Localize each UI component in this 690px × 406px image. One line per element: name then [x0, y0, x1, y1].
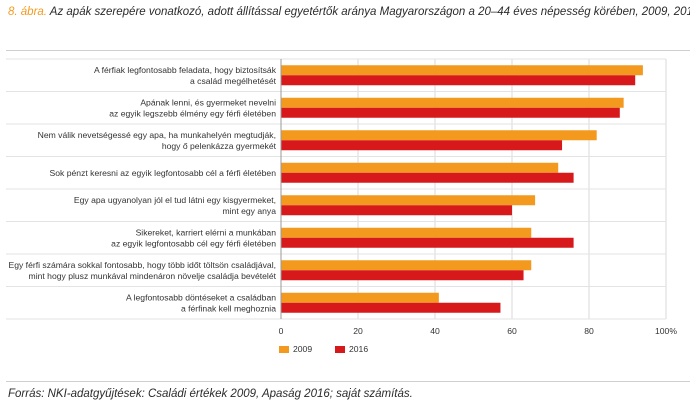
bar-2009-3 — [281, 130, 597, 141]
chart-area: A férfiak legfontosabb feladata, hogy bi… — [6, 50, 690, 382]
bar-2016-5 — [281, 205, 512, 216]
x-tick-label: 20 — [353, 326, 363, 336]
category-label: Sikereket, karriert elérni a munkában — [136, 227, 277, 237]
source-note: Forrás: NKI-adatgyűjtések: Családi érték… — [8, 388, 413, 400]
legend-label-2016: 2016 — [349, 344, 368, 354]
bar-2009-8 — [281, 292, 439, 303]
bar-2016-4 — [281, 172, 574, 183]
category-label: a család megélhetését — [190, 76, 277, 86]
bar-2016-3 — [281, 140, 563, 151]
bar-2009-7 — [281, 260, 532, 271]
category-label: A férfiak legfontosabb feladata, hogy bi… — [94, 65, 277, 75]
figure-title: 8. ábra. Az apák szerepére vonatkozó, ad… — [8, 6, 690, 18]
category-label: Egy apa ugyanolyan jól el tud látni egy … — [74, 195, 276, 205]
bar-chart: A férfiak legfontosabb feladata, hogy bi… — [6, 58, 677, 354]
bar-2009-2 — [281, 97, 624, 108]
category-label: Apának lenni, és gyermeket nevelni — [140, 97, 276, 107]
bar-2016-1 — [281, 75, 636, 86]
bar-2009-1 — [281, 65, 643, 76]
category-label: A legfontosabb döntéseket a családban — [126, 292, 276, 302]
bar-2016-7 — [281, 270, 524, 281]
x-tick-label: 80 — [584, 326, 594, 336]
x-tick-label: 60 — [507, 326, 517, 336]
x-tick-label: 40 — [430, 326, 440, 336]
category-label: Nem válik nevetségessé egy apa, ha munka… — [38, 130, 276, 140]
legend-swatch-2009 — [279, 346, 289, 353]
bar-2009-6 — [281, 227, 532, 238]
category-label: mint hogy plusz munkával mindenáron növe… — [29, 271, 277, 281]
legend-swatch-2016 — [335, 346, 345, 353]
x-tick-label: 0 — [279, 326, 284, 336]
bar-2016-6 — [281, 237, 574, 248]
figure-title-text: Az apák szerepére vonatkozó, adott állít… — [49, 6, 690, 18]
x-tick-label: 100% — [655, 326, 677, 336]
category-label: hogy ő pelenkázza gyermekét — [162, 141, 277, 151]
bar-2009-4 — [281, 162, 559, 173]
bar-2009-5 — [281, 195, 536, 206]
category-label: Egy férfi számára sokkal fontosabb, hogy… — [8, 260, 276, 270]
bar-2016-2 — [281, 107, 620, 118]
figure-number: 8. ábra. — [8, 6, 47, 18]
category-label: az egyik legfontosabb cél egy férfi élet… — [111, 238, 276, 248]
bar-2016-8 — [281, 302, 501, 313]
legend-label-2009: 2009 — [293, 344, 312, 354]
category-label: mint egy anya — [222, 206, 276, 216]
category-label: Sok pénzt keresni az egyik legfontosabb … — [50, 168, 277, 178]
category-label: a férfinak kell meghoznia — [181, 303, 276, 313]
category-label: az egyik legszebb élmény egy férfi életé… — [109, 108, 276, 118]
